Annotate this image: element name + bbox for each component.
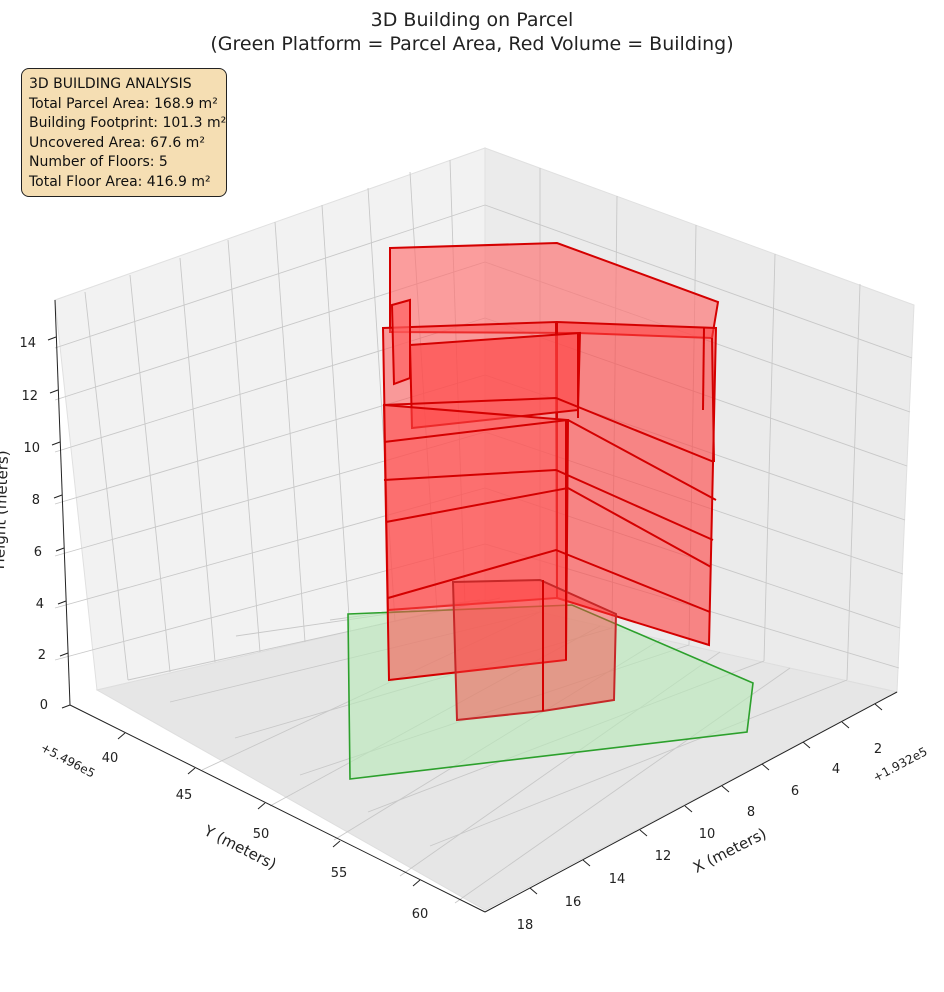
chart-title-line2: (Green Platform = Parcel Area, Red Volum… xyxy=(210,33,733,55)
x-tick-label: 14 xyxy=(609,872,626,887)
z-tick-label: 4 xyxy=(36,597,44,612)
info-building-footprint: Building Footprint: 101.3 m² xyxy=(29,115,227,132)
x-tick-label: 8 xyxy=(747,805,755,820)
x-tick-label: 10 xyxy=(699,827,716,842)
x-tick-label: 4 xyxy=(832,762,840,777)
z-tick-labels: 0 2 4 6 8 10 12 14 xyxy=(19,336,48,713)
x-tick-label: 6 xyxy=(791,784,799,799)
analysis-info-box: 3D BUILDING ANALYSIS Total Parcel Area: … xyxy=(21,68,227,197)
x-tick-labels: 2 4 6 8 10 12 14 16 18 xyxy=(517,742,882,933)
z-tick-label: 0 xyxy=(40,698,48,713)
z-tick-label: 10 xyxy=(23,441,40,456)
x-tick-label: 16 xyxy=(565,895,582,910)
info-heading: 3D BUILDING ANALYSIS xyxy=(29,76,192,92)
x-tick-label: 12 xyxy=(655,849,672,864)
building-notch xyxy=(390,298,411,386)
x-tick-label: 2 xyxy=(874,742,882,757)
y-tick-label: 40 xyxy=(102,751,119,766)
y-tick-label: 55 xyxy=(331,866,348,881)
y-axis-line xyxy=(69,704,486,913)
z-tick-label: 6 xyxy=(34,545,42,560)
info-number-of-floors: Number of Floors: 5 xyxy=(29,154,168,171)
z-tick-label: 14 xyxy=(19,336,36,351)
x-axis-line xyxy=(484,691,898,913)
y-tick-label: 60 xyxy=(412,907,429,922)
tick-marks xyxy=(47,336,883,895)
y-offset-label: +5.496e5 xyxy=(38,740,97,780)
y-tick-label: 50 xyxy=(253,827,270,842)
info-uncovered-area: Uncovered Area: 67.6 m² xyxy=(29,134,205,151)
z-axis-label: Height (meters) xyxy=(0,450,12,570)
building-volume xyxy=(381,241,720,722)
z-tick-label: 2 xyxy=(38,648,46,663)
y-tick-labels: 40 45 50 55 60 xyxy=(102,751,429,922)
x-tick-label: 18 xyxy=(517,918,534,933)
floor-outlines xyxy=(382,327,717,711)
z-tick-label: 8 xyxy=(32,493,40,508)
z-tick-label: 12 xyxy=(21,389,38,404)
info-total-parcel-area: Total Parcel Area: 168.9 m² xyxy=(29,95,218,112)
z-axis-line xyxy=(54,299,71,706)
y-tick-label: 45 xyxy=(176,788,193,803)
building-face-right xyxy=(556,320,718,647)
info-total-floor-area: Total Floor Area: 416.9 m² xyxy=(29,173,211,190)
chart-title-line1: 3D Building on Parcel xyxy=(371,9,574,31)
axis-lines xyxy=(54,299,898,913)
building-ground-block xyxy=(451,578,618,722)
